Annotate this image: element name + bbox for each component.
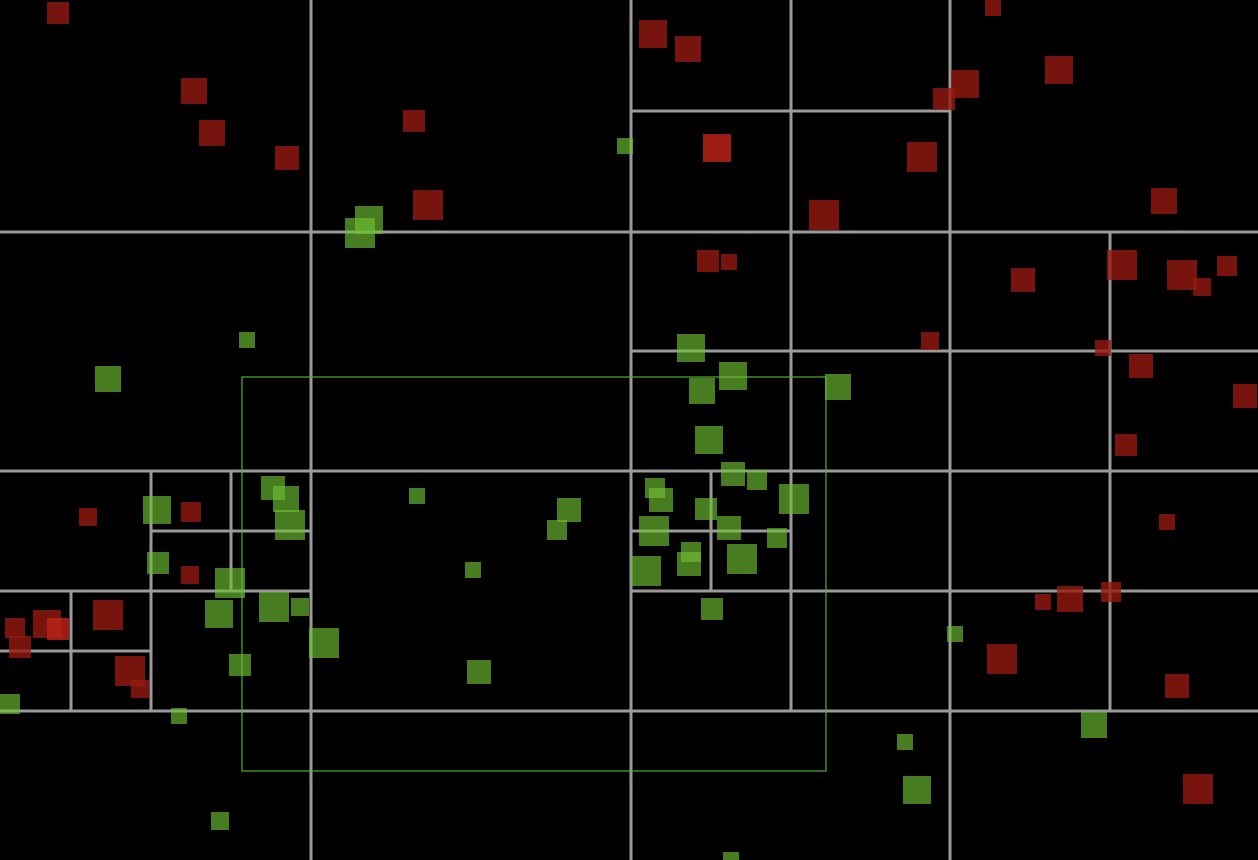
green-particle [239,332,255,348]
red-particle [1095,340,1111,356]
highlighted-red-particle [47,618,69,640]
green-particle [721,462,745,486]
red-particle [1115,434,1137,456]
green-particle [95,366,121,392]
green-particle [701,598,723,620]
red-particle [181,566,199,584]
green-particle [345,218,375,248]
green-particle [409,488,425,504]
red-particle [1129,354,1153,378]
red-particle [721,254,737,270]
red-particle [79,508,97,526]
red-particle [1101,582,1121,602]
red-particle [5,618,25,638]
red-particle [907,142,937,172]
red-particle [1151,188,1177,214]
green-particle [677,552,701,576]
green-particle [229,654,251,676]
highlighted-red-particle [703,134,731,162]
red-particle [1045,56,1073,84]
green-particle [259,592,289,622]
green-particle [465,562,481,578]
red-particle [181,502,201,522]
red-particle [275,146,299,170]
red-particle [1165,674,1189,698]
red-particle [1011,268,1035,292]
red-particle [93,600,123,630]
red-particle [47,2,69,24]
green-particle [211,812,229,830]
green-particle [309,628,339,658]
green-particle [719,362,747,390]
green-particle [779,484,809,514]
green-particle [903,776,931,804]
red-particle [131,680,149,698]
red-particle [1193,278,1211,296]
green-particle [825,374,851,400]
red-particle [413,190,443,220]
green-particle [0,694,20,714]
green-particle [947,626,963,642]
red-particle [9,636,31,658]
red-particle [639,20,667,48]
green-particle [695,498,717,520]
red-particle [1233,384,1257,408]
red-particle [1217,256,1237,276]
green-particle [147,552,169,574]
green-particle [1081,712,1107,738]
green-particle [275,510,305,540]
red-particle [1057,586,1083,612]
green-particle [695,426,723,454]
green-particle [547,520,567,540]
green-particle [205,600,233,628]
green-particle [727,544,757,574]
green-particle [215,568,245,598]
green-particle [171,708,187,724]
red-particle [675,36,701,62]
green-particle [767,528,787,548]
red-particle [809,200,839,230]
red-particle [1035,594,1051,610]
green-particle [897,734,913,750]
green-particle [557,498,581,522]
green-particle [649,488,673,512]
green-particle [717,516,741,540]
red-particle [403,110,425,132]
green-particle [631,556,661,586]
green-particle [143,496,171,524]
green-particle [689,378,715,404]
green-particle [617,138,633,154]
red-particle [181,78,207,104]
red-particle [1107,250,1137,280]
green-particle [467,660,491,684]
green-particle [747,470,767,490]
red-particle [1167,260,1197,290]
green-particle [677,334,705,362]
red-particle [985,0,1001,16]
red-particle [921,332,939,350]
green-particle [639,516,669,546]
green-particle [273,486,299,512]
green-particle [723,852,739,860]
red-particle [933,88,955,110]
red-particle [1159,514,1175,530]
red-particle [951,70,979,98]
red-particle [697,250,719,272]
green-particle [291,598,309,616]
red-particle [987,644,1017,674]
red-particle [199,120,225,146]
red-particle [1183,774,1213,804]
